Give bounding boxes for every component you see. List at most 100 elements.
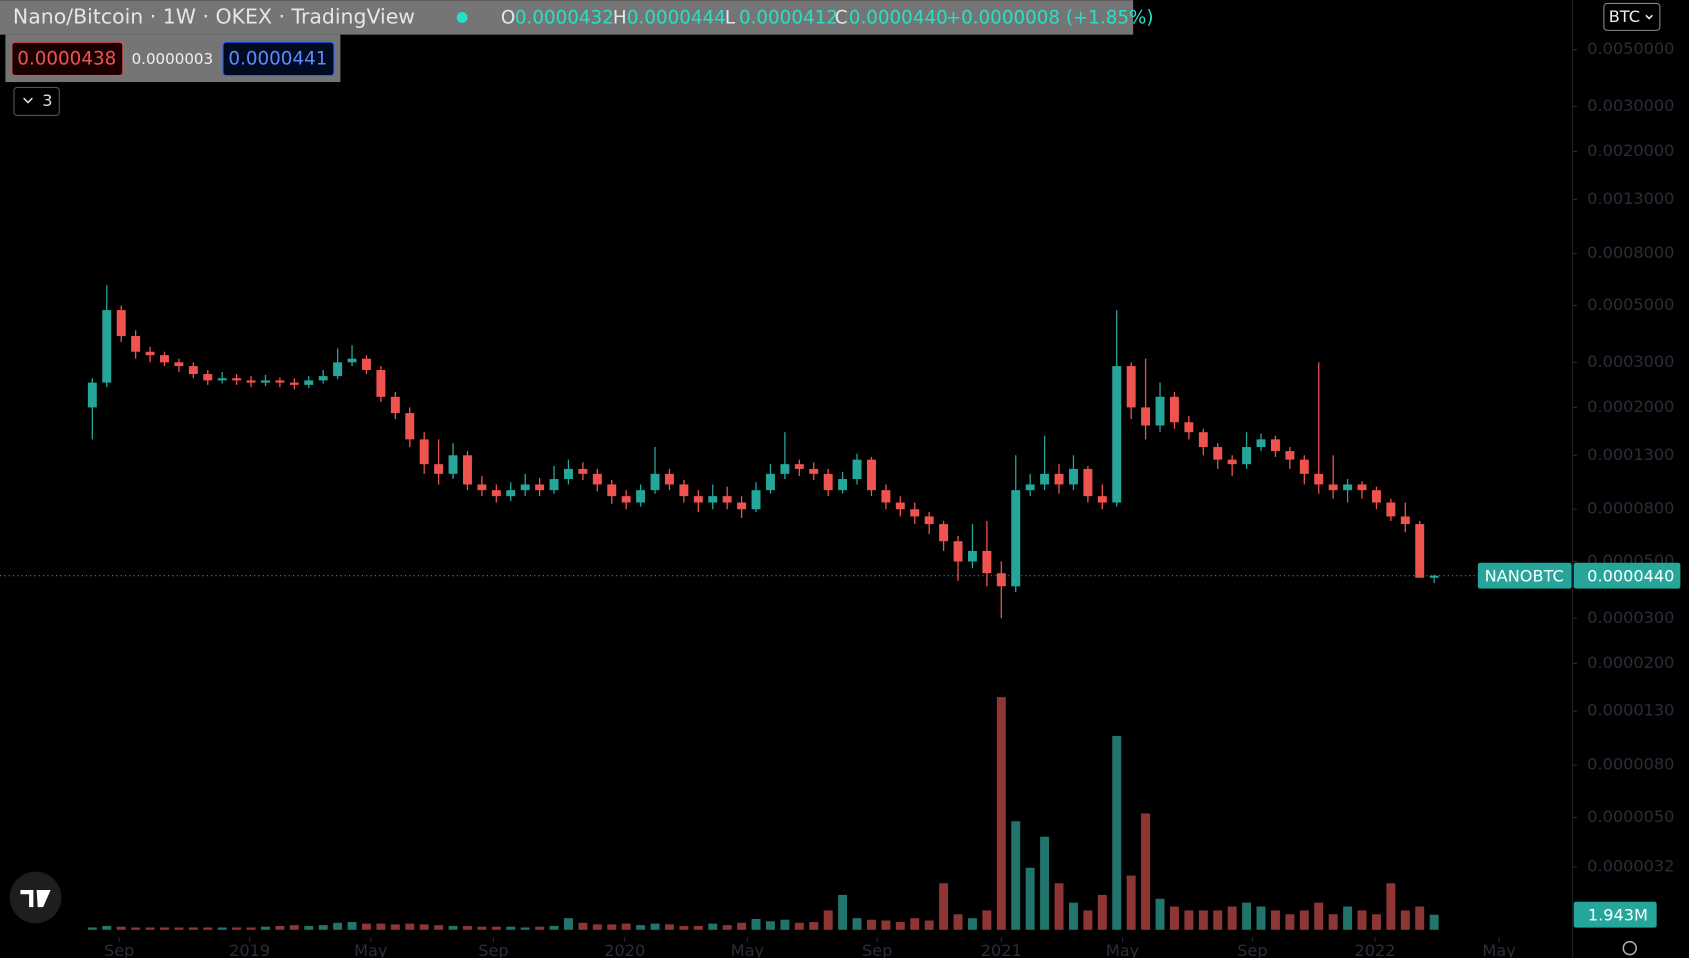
volume-bar [203,927,213,930]
x-tick-label: Sep [1237,941,1267,958]
candle-body [664,473,674,485]
ohlc-key: C [835,8,848,29]
candle-body [578,468,588,474]
volume-bar [477,926,487,930]
volume-bar [506,926,516,930]
volume-bar [376,923,386,930]
x-tick-label: May [354,941,388,958]
candle-body [650,473,660,491]
candle-body [261,380,270,383]
candle-body [592,473,602,485]
candle-body [939,524,949,542]
volume-bar [1242,902,1252,930]
y-tick-label: 0.0020000 [1587,141,1674,160]
volume-bar [491,926,501,930]
candle-body [881,490,891,503]
candle-body [679,484,689,497]
currency-button[interactable] [1603,2,1661,31]
status-dot [456,12,468,23]
y-tick-label: 0.0000080 [1587,755,1674,774]
symbol-label: NANOBTC [1485,566,1564,585]
candle-body [477,484,487,491]
volume-bar [390,924,400,930]
volume-bar [1011,821,1021,930]
candle-body [1429,575,1439,578]
candle-body [318,376,328,381]
volume-bar [708,923,718,930]
candle-body [693,496,703,503]
y-tick-label: 0.0000050 [1587,807,1674,826]
settings-icon[interactable] [1622,940,1638,956]
x-tick-label: Sep [104,941,134,958]
volume-bar [318,925,328,930]
candle-body [160,355,169,363]
volume-bar [1112,735,1122,930]
volume-bar [131,927,141,930]
candle-body [448,455,458,474]
volume-bar [765,921,775,930]
volume-bar [953,914,963,930]
volume-bar [102,925,112,930]
candle-body [419,439,429,465]
price-tag [1573,562,1681,589]
x-tick-label: May [1482,941,1516,958]
candle-body [621,496,631,503]
plot: 0.0050000 0.0030000 0.0020000 0.0013000 0.00… [0,39,1674,958]
volume-bar [1126,875,1136,930]
sell-button[interactable] [11,41,124,77]
spread: 0.0000003 [132,50,214,68]
candle-body [203,374,213,381]
chevron-icon [23,97,33,104]
indicator-toggle[interactable] [13,86,60,116]
buy-button[interactable] [222,41,335,77]
candle-body [1213,447,1223,460]
volume-bar [1270,910,1280,930]
volume-bar [809,922,819,930]
candle-body [1314,473,1324,485]
volume-bar [1083,910,1093,930]
volume-bar [362,923,371,930]
volume-bar [1068,902,1078,930]
candle-body [1415,524,1425,578]
candle-body [549,479,559,491]
candle-body [347,358,357,363]
candle-body [1141,407,1151,426]
candle-body [506,490,516,497]
candle-body [636,490,646,503]
candle-body [910,509,920,517]
volume-bar [1400,910,1410,930]
y-tick-label: 0.0000200 [1587,653,1674,672]
candle-body [1155,396,1165,426]
logo [20,889,51,908]
volume-bar [217,927,227,930]
volume-bar [188,927,198,930]
volume-bar [578,922,588,930]
volume-bar [1256,906,1266,930]
volume-bar [967,918,977,930]
candle-body [1198,432,1208,448]
candle-body [809,468,819,474]
candle-body [1371,490,1381,503]
volume-bar [621,923,631,930]
volume-bar [737,922,747,930]
candle-body [1040,473,1050,485]
volume-bar [910,918,920,930]
volume-bar [1155,898,1165,930]
volume-bar [1184,910,1194,930]
volume-bar [520,927,530,930]
volume-bar [549,925,559,930]
candle-body [232,378,242,381]
candle-body [722,496,732,503]
candle-body [275,380,285,383]
ohlc-change: +0.0000008 (+1.85%) [946,8,1154,29]
volume-bar [1198,910,1208,930]
symbol-tag [1477,562,1572,589]
volume-bar [881,920,891,930]
volume-bar [1429,914,1439,930]
candle-body [1386,502,1396,517]
logo-badge[interactable] [9,871,62,924]
